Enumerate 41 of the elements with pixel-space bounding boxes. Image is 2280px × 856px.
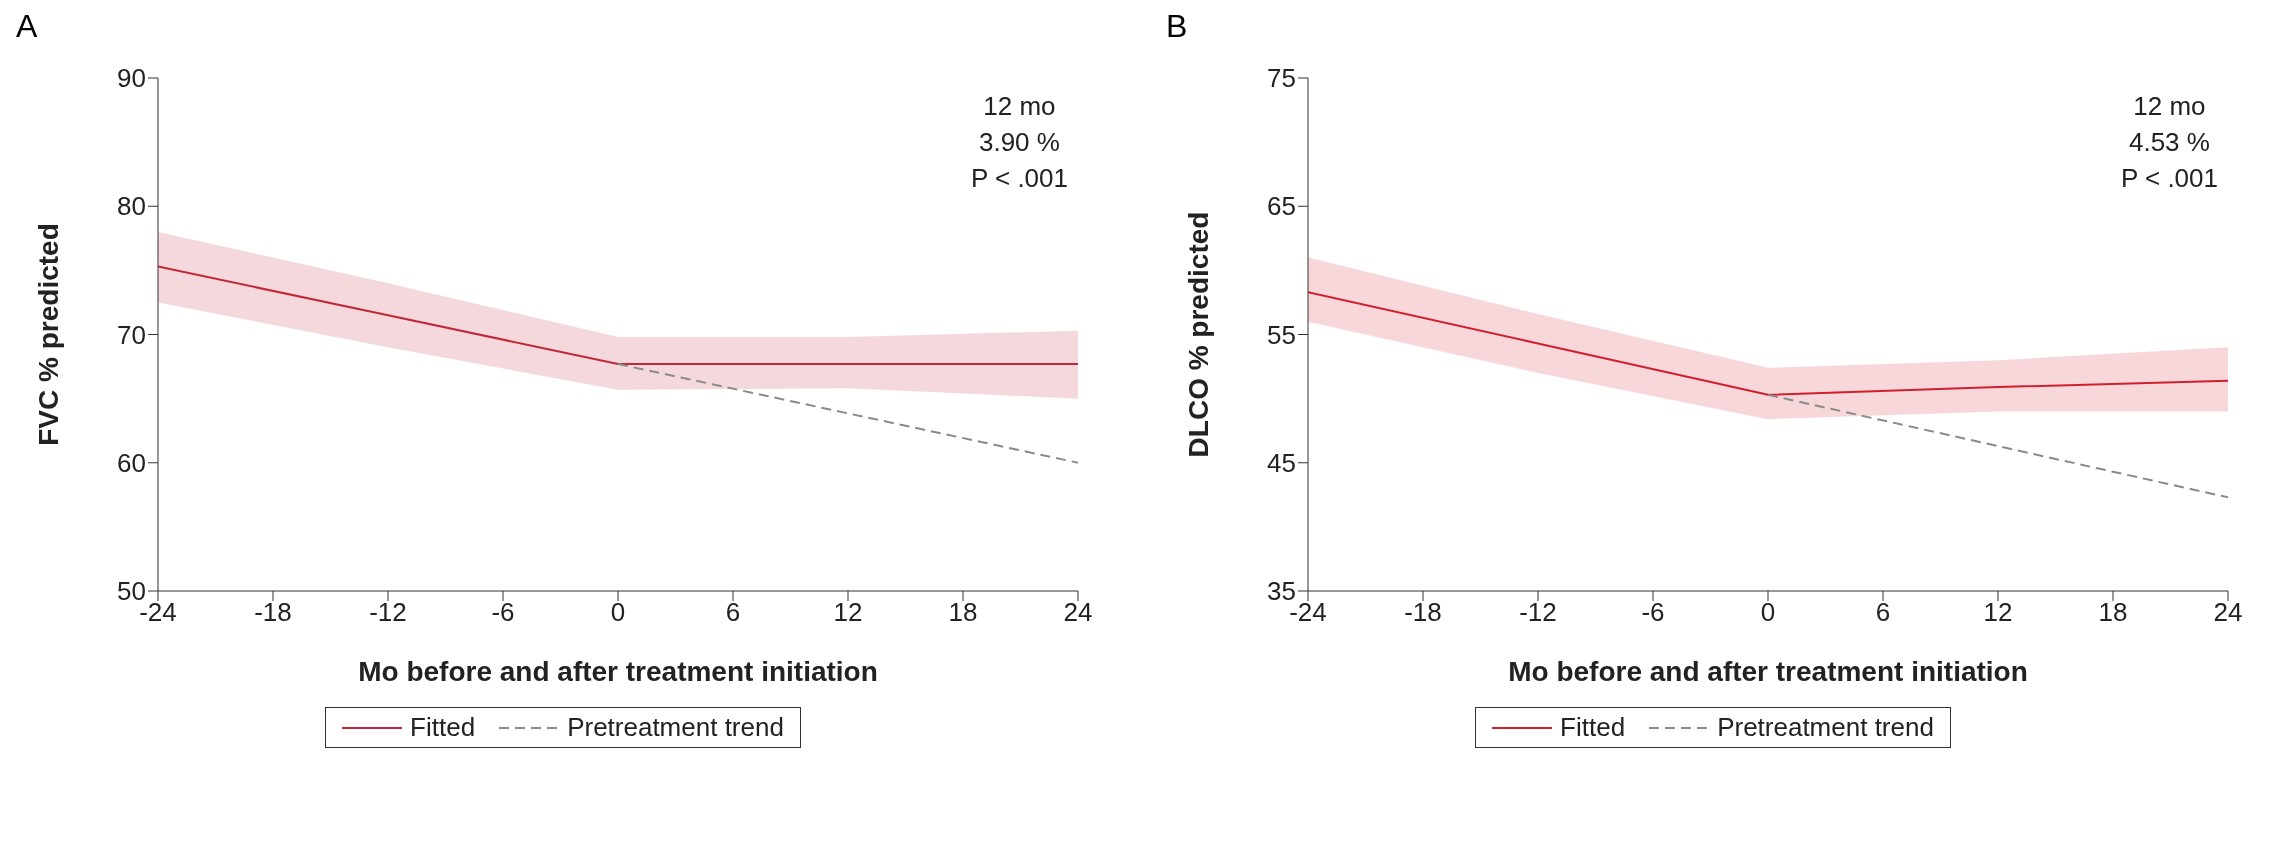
y-tick-label: 65 bbox=[1267, 191, 1296, 222]
x-tick-label: 12 bbox=[1983, 597, 2013, 628]
x-tick-label: 18 bbox=[948, 597, 978, 628]
line-series bbox=[1308, 291, 2228, 396]
legend-label: Fitted bbox=[1560, 712, 1626, 743]
x-tick-label: 24 bbox=[1063, 597, 1093, 628]
y-tick-label: 75 bbox=[1267, 63, 1296, 94]
y-axis-title: FVC % predicted bbox=[32, 223, 64, 446]
annotation: 3.90 % bbox=[977, 126, 1061, 159]
legend-label: Pretreatment trend bbox=[1717, 712, 1934, 743]
legend-label: Pretreatment trend bbox=[567, 712, 784, 743]
x-tick-label: 0 bbox=[610, 597, 626, 628]
chart-title: A bbox=[16, 8, 38, 45]
x-tick-label: 6 bbox=[725, 597, 741, 628]
x-tick-label: -12 bbox=[1519, 597, 1557, 628]
chart-title: B bbox=[1166, 8, 1188, 45]
annotation: P < .001 bbox=[970, 162, 1068, 195]
x-tick-label: -18 bbox=[254, 597, 292, 628]
x-axis-title: Mo before and after treatment initiation bbox=[358, 656, 878, 687]
y-tick-label: 90 bbox=[117, 63, 146, 94]
y-tick-label: 80 bbox=[117, 191, 146, 222]
y-axis-title: DLCO % predicted bbox=[1182, 211, 1214, 458]
y-tick-label: 55 bbox=[1267, 319, 1296, 350]
y-tick-label: 70 bbox=[117, 319, 146, 350]
y-tick-label: 45 bbox=[1267, 447, 1296, 478]
x-tick-label: 6 bbox=[1875, 597, 1891, 628]
x-tick-label: -18 bbox=[1404, 597, 1442, 628]
annotation: P < .001 bbox=[2120, 162, 2218, 195]
x-tick-label: 18 bbox=[2098, 597, 2128, 628]
x-tick-label: 0 bbox=[1760, 597, 1776, 628]
x-tick-label: 12 bbox=[833, 597, 863, 628]
annotation: 12 mo bbox=[982, 90, 1057, 123]
x-tick-label: -12 bbox=[369, 597, 407, 628]
annotation: 4.53 % bbox=[2127, 126, 2211, 159]
x-tick-label: -6 bbox=[1641, 597, 1665, 628]
annotation: 12 mo bbox=[2132, 90, 2207, 123]
legend-label: Fitted bbox=[410, 712, 476, 743]
x-tick-label: 24 bbox=[2213, 597, 2243, 628]
x-axis-title: Mo before and after treatment initiation bbox=[1508, 656, 2028, 687]
x-tick-label: -6 bbox=[491, 597, 515, 628]
y-tick-label: 60 bbox=[117, 447, 146, 478]
